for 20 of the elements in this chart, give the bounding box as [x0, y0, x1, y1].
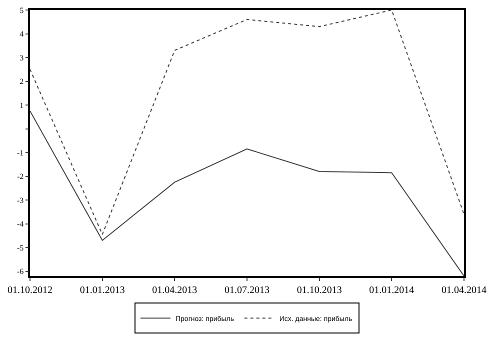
x-tick-label: 01.01.2013 — [80, 284, 125, 296]
y-tick-label: 1 — [20, 100, 24, 110]
y-tick-label: -4 — [16, 220, 24, 229]
x-tick-label: 01.10.2013 — [296, 284, 342, 296]
y-tick-label: -2 — [16, 172, 24, 182]
y-tick-label: 2 — [20, 77, 24, 86]
x-tick-label: 01.04.2013 — [152, 284, 198, 296]
y-tick-label: -3 — [16, 196, 24, 205]
y-tick-label: 4 — [20, 30, 24, 39]
x-tick-label: 01.04.2014 — [442, 284, 486, 296]
y-tick-label: -1 — [16, 148, 24, 158]
line-series — [30, 110, 464, 276]
x-tick-label: 01.10.2012 — [8, 284, 52, 296]
x-tick-label: 01.01.2014 — [369, 284, 414, 296]
y-tick-label: 5 — [20, 6, 24, 15]
x-tick-label: 01.07.2013 — [224, 284, 270, 296]
y-tick-label: -5 — [16, 243, 24, 252]
y-tick-label: 3 — [20, 53, 24, 62]
y-tick-label: -6 — [16, 267, 24, 276]
line-series — [30, 10, 464, 235]
